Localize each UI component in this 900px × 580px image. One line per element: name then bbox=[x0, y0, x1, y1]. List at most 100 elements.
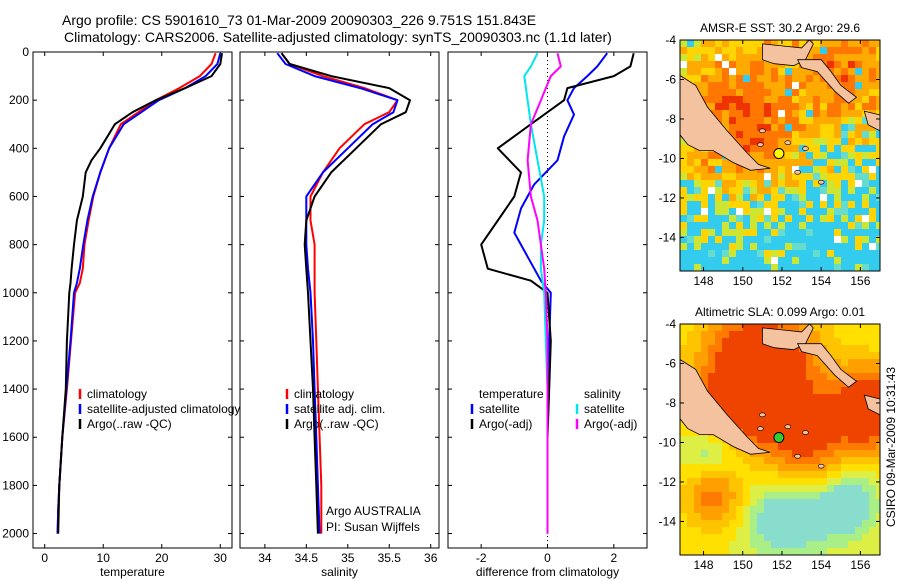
map-cell bbox=[736, 250, 744, 258]
map-cell bbox=[869, 380, 877, 388]
map-cell bbox=[694, 159, 702, 167]
map-cell bbox=[743, 236, 751, 244]
map-cell bbox=[792, 457, 800, 465]
map-cell bbox=[869, 82, 877, 90]
map-cell bbox=[750, 415, 758, 423]
map-cell bbox=[715, 366, 723, 374]
map-cell bbox=[701, 527, 709, 535]
map-cell bbox=[750, 394, 758, 402]
map-cell bbox=[806, 229, 814, 237]
map-frame bbox=[679, 39, 881, 272]
map-cell bbox=[722, 443, 730, 451]
map-cell bbox=[848, 166, 856, 174]
map-cell bbox=[855, 548, 863, 555]
map-cell bbox=[806, 492, 814, 500]
island bbox=[784, 424, 792, 429]
map-cell bbox=[799, 250, 807, 258]
map-cell bbox=[799, 373, 807, 381]
map-cell bbox=[862, 68, 870, 76]
map-cell bbox=[757, 457, 765, 465]
map-cell bbox=[848, 180, 856, 188]
map-cell bbox=[687, 222, 695, 230]
map-cell bbox=[785, 401, 793, 409]
map-cell bbox=[750, 513, 758, 521]
map-cell bbox=[876, 250, 880, 258]
map-title: AMSR-E SST: 30.2 Argo: 29.6 bbox=[700, 21, 860, 35]
map-cell bbox=[764, 152, 772, 160]
map-cell bbox=[764, 422, 772, 430]
map-cell bbox=[820, 401, 828, 409]
map-cell bbox=[778, 82, 786, 90]
map-cell bbox=[729, 387, 737, 395]
y-tick-label: 0 bbox=[22, 45, 29, 59]
map-cell bbox=[827, 243, 835, 251]
map-cell bbox=[680, 492, 688, 500]
map-cell bbox=[722, 89, 730, 97]
map-cell bbox=[680, 450, 688, 458]
map-cell bbox=[701, 443, 709, 451]
map-cell bbox=[855, 187, 863, 195]
map-cell bbox=[722, 222, 730, 230]
map-cell bbox=[834, 541, 842, 549]
map-cell bbox=[750, 436, 758, 444]
map-cell bbox=[855, 257, 863, 265]
map-cell bbox=[722, 250, 730, 258]
map-cell bbox=[820, 548, 828, 555]
map-cell bbox=[757, 499, 765, 507]
map-cell bbox=[778, 380, 786, 388]
map-cell bbox=[841, 387, 849, 395]
map-cell bbox=[729, 541, 737, 549]
map-cell bbox=[750, 324, 758, 332]
map-cell bbox=[855, 499, 863, 507]
map-field bbox=[680, 40, 880, 271]
map-cell bbox=[799, 394, 807, 402]
map-cell bbox=[771, 373, 779, 381]
map-cell bbox=[792, 103, 800, 111]
map-cell bbox=[862, 40, 870, 48]
map-cell bbox=[792, 201, 800, 209]
map-cell bbox=[757, 229, 765, 237]
map-cell bbox=[750, 47, 758, 55]
map-cell bbox=[694, 264, 702, 271]
map-cell bbox=[771, 250, 779, 258]
map-cell bbox=[771, 243, 779, 251]
map-cell bbox=[848, 429, 856, 437]
map-cell bbox=[813, 166, 821, 174]
map-cell bbox=[862, 359, 870, 367]
map-cell bbox=[701, 485, 709, 493]
map-cell bbox=[827, 222, 835, 230]
map-cell bbox=[792, 152, 800, 160]
map-cell bbox=[792, 138, 800, 146]
map-cell bbox=[708, 352, 716, 360]
x-tick-label: 156 bbox=[850, 274, 870, 288]
map-cell bbox=[771, 257, 779, 265]
map-cell bbox=[834, 331, 842, 339]
map-cell bbox=[750, 331, 758, 339]
map-cell bbox=[792, 264, 800, 271]
map-cell bbox=[813, 359, 821, 367]
map-cell bbox=[701, 54, 709, 62]
map-cell bbox=[757, 443, 765, 451]
map-cell bbox=[715, 373, 723, 381]
map-cell bbox=[827, 131, 835, 139]
y-tick-label: 1800 bbox=[2, 478, 29, 492]
map-cell bbox=[757, 103, 765, 111]
map-cell bbox=[729, 229, 737, 237]
map-cell bbox=[855, 415, 863, 423]
map-cell bbox=[862, 366, 870, 374]
map-cell bbox=[736, 324, 744, 332]
map-cell bbox=[792, 187, 800, 195]
map-cell bbox=[736, 89, 744, 97]
map-cell bbox=[813, 408, 821, 416]
map-cell bbox=[876, 257, 880, 265]
map-cell bbox=[715, 443, 723, 451]
map-cell bbox=[848, 257, 856, 265]
map-cell bbox=[771, 194, 779, 202]
map-cell bbox=[785, 450, 793, 458]
map-cell bbox=[687, 485, 695, 493]
map-cell bbox=[729, 222, 737, 230]
map-cell bbox=[715, 159, 723, 167]
map-cell bbox=[736, 352, 744, 360]
map-cell bbox=[771, 513, 779, 521]
map-cell bbox=[750, 173, 758, 181]
